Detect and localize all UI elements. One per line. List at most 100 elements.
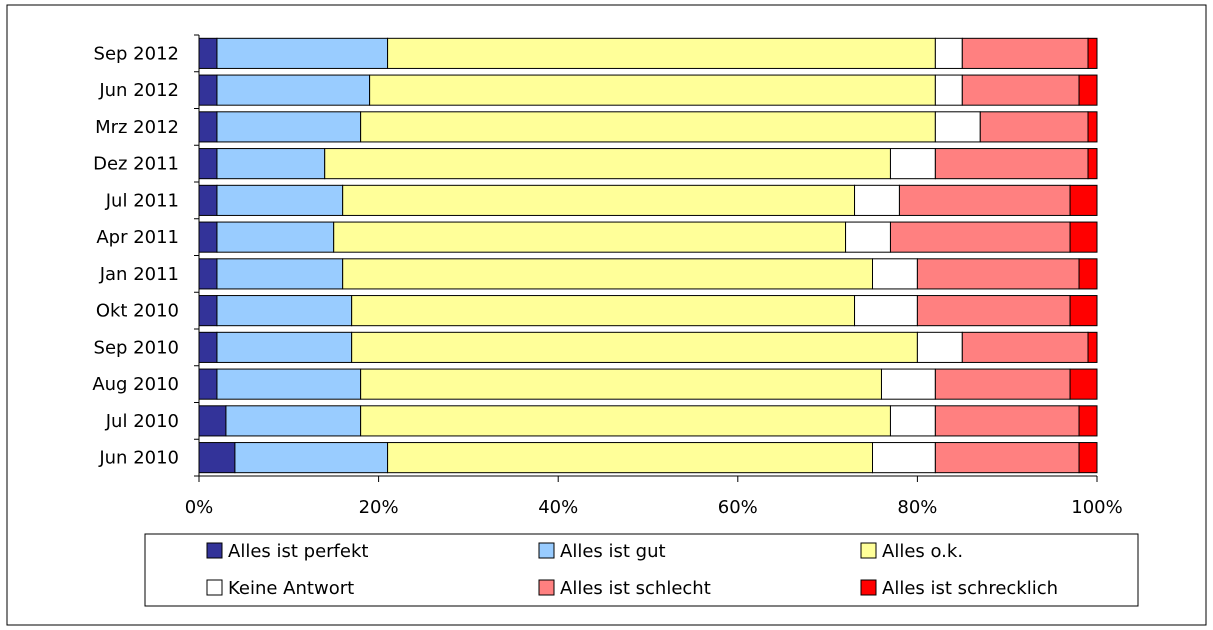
legend-swatch bbox=[860, 579, 877, 596]
bar-segment bbox=[198, 184, 218, 216]
bar-segment bbox=[898, 184, 1071, 216]
bar-segment bbox=[916, 258, 1080, 290]
x-tick-label: 80% bbox=[897, 497, 937, 518]
bar-segment bbox=[934, 37, 963, 69]
axes-group: Jun 2010 Jul 2010 Aug 2010 Sep 2010 Okt 2010… bbox=[92, 34, 1123, 518]
bar-segment bbox=[360, 368, 882, 400]
bars-group bbox=[198, 37, 1098, 474]
bar-segment bbox=[198, 331, 218, 363]
bar-segment bbox=[872, 258, 918, 290]
bar-segment bbox=[880, 368, 936, 400]
bar-segment bbox=[198, 442, 236, 474]
bar-segment bbox=[351, 295, 856, 327]
bar-segment bbox=[387, 37, 936, 69]
bar-segment bbox=[351, 331, 918, 363]
bar-segment bbox=[198, 37, 218, 69]
y-tick-label: Apr 2011 bbox=[96, 227, 179, 248]
bar-segment bbox=[961, 37, 1089, 69]
legend-swatch bbox=[860, 542, 877, 559]
bar-segment bbox=[845, 221, 891, 253]
legend-label: Alles ist perfekt bbox=[228, 541, 368, 562]
bar-segment bbox=[889, 148, 936, 180]
bar-segment bbox=[198, 258, 218, 290]
bar-segment bbox=[333, 221, 847, 253]
legend-swatch bbox=[206, 542, 223, 559]
bar-segment bbox=[1069, 221, 1098, 253]
bar-segment bbox=[1069, 368, 1098, 400]
y-tick-label: Jul 2010 bbox=[105, 411, 179, 432]
legend-label: Keine Antwort bbox=[228, 578, 354, 599]
bar-segment bbox=[1069, 295, 1098, 327]
bar-segment bbox=[934, 368, 1071, 400]
legend-label: Alles o.k. bbox=[882, 541, 963, 562]
y-tick-label: Dez 2011 bbox=[93, 154, 179, 175]
bar-segment bbox=[889, 221, 1071, 253]
bar-segment bbox=[198, 111, 218, 143]
bar-segment bbox=[198, 295, 218, 327]
bar-segment bbox=[198, 74, 218, 106]
bar-segment bbox=[1078, 405, 1098, 437]
bar-segment bbox=[342, 258, 873, 290]
bar-segment bbox=[854, 184, 900, 216]
legend-label: Alles ist schlecht bbox=[560, 578, 711, 599]
bar-segment bbox=[216, 74, 371, 106]
bar-segment bbox=[916, 295, 1071, 327]
bar-segment bbox=[934, 405, 1080, 437]
y-tick-label: Jun 2010 bbox=[98, 448, 179, 469]
bar-segment bbox=[369, 74, 936, 106]
bar-segment bbox=[198, 368, 218, 400]
y-tick-label: Jul 2011 bbox=[105, 190, 179, 211]
bar-segment bbox=[324, 148, 891, 180]
bar-segment bbox=[216, 37, 389, 69]
legend-swatch bbox=[206, 579, 223, 596]
y-tick-label: Mrz 2012 bbox=[95, 117, 179, 138]
y-tick-label: Okt 2010 bbox=[96, 301, 179, 322]
bar-segment bbox=[961, 74, 1080, 106]
bar-segment bbox=[889, 405, 936, 437]
bar-segment bbox=[1078, 442, 1098, 474]
bar-segment bbox=[916, 331, 963, 363]
legend-swatch bbox=[538, 579, 555, 596]
x-tick-label: 40% bbox=[538, 497, 578, 518]
bar-segment bbox=[934, 148, 1089, 180]
bar-segment bbox=[216, 295, 353, 327]
x-tick-label: 20% bbox=[359, 497, 399, 518]
bar-segment bbox=[1078, 258, 1098, 290]
legend-box bbox=[144, 533, 1139, 607]
y-tick-label: Aug 2010 bbox=[92, 374, 179, 395]
y-tick-label: Jan 2011 bbox=[99, 264, 179, 285]
bar-segment bbox=[979, 111, 1089, 143]
bar-segment bbox=[1069, 184, 1098, 216]
bar-segment bbox=[360, 405, 891, 437]
bar-segment bbox=[234, 442, 389, 474]
legend-label: Alles ist gut bbox=[560, 541, 666, 562]
bar-segment bbox=[216, 184, 344, 216]
bar-segment bbox=[198, 405, 227, 437]
x-tick-label: 0% bbox=[185, 497, 214, 518]
legend-swatch bbox=[538, 542, 555, 559]
x-tick-label: 60% bbox=[718, 497, 758, 518]
bar-segment bbox=[216, 148, 326, 180]
bar-segment bbox=[216, 331, 353, 363]
bar-segment bbox=[225, 405, 362, 437]
bar-segment bbox=[934, 111, 981, 143]
bar-segment bbox=[387, 442, 873, 474]
bar-segment bbox=[216, 258, 344, 290]
bar-segment bbox=[1078, 74, 1098, 106]
bar-segment bbox=[198, 148, 218, 180]
bar-segment bbox=[961, 331, 1089, 363]
bar-segment bbox=[216, 111, 362, 143]
bar-segment bbox=[934, 74, 963, 106]
y-tick-label: Sep 2010 bbox=[94, 337, 179, 358]
bar-segment bbox=[360, 111, 936, 143]
legend: Alles ist perfekt Alles ist gut Alles o.k.… bbox=[144, 533, 1139, 607]
bar-segment bbox=[342, 184, 856, 216]
bar-segment bbox=[1087, 331, 1098, 363]
bar-segment bbox=[216, 221, 335, 253]
bar-segment bbox=[216, 368, 362, 400]
bar-segment bbox=[872, 442, 936, 474]
legend-label: Alles ist schrecklich bbox=[882, 578, 1058, 599]
y-tick-label: Sep 2012 bbox=[94, 43, 179, 64]
bar-segment bbox=[1087, 37, 1098, 69]
